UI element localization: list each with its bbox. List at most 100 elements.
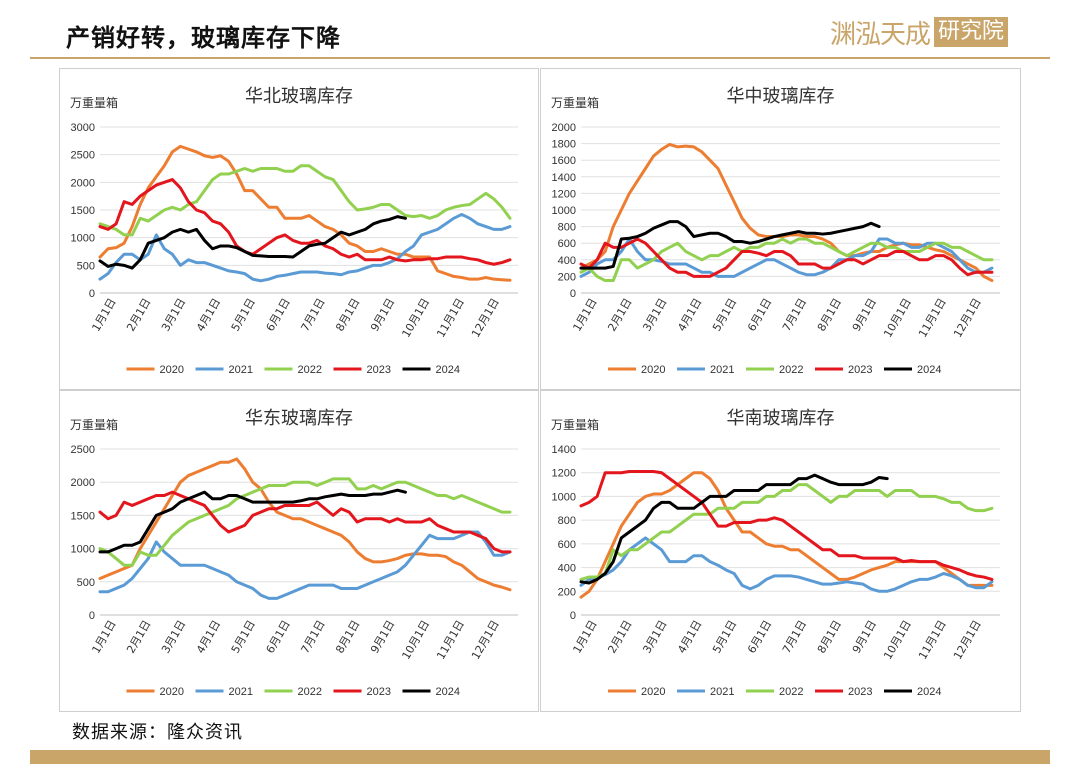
- data-source: 数据来源：隆众资讯: [72, 722, 243, 743]
- y-tick-label: 1200: [552, 188, 576, 200]
- y-tick-label: 1800: [552, 139, 576, 151]
- x-tick-label: 10月1日: [881, 618, 914, 662]
- x-tick-label: 2月1日: [605, 618, 634, 656]
- legend-label: 2023: [848, 686, 872, 698]
- legend-label: 2020: [160, 364, 184, 376]
- y-unit-label: 万重量箱: [70, 417, 118, 432]
- series-line-2023: [98, 490, 512, 554]
- series-line-2023: [579, 237, 994, 278]
- x-tick-label: 3月1日: [640, 618, 669, 656]
- y-tick-label: 600: [558, 238, 576, 250]
- y-tick-label: 600: [558, 539, 576, 551]
- y-tick-label: 1000: [71, 233, 95, 245]
- footer-bar: [30, 750, 1050, 764]
- header-rule: [30, 57, 1050, 59]
- legend-item-2022: 2022: [746, 686, 803, 698]
- x-tick-label: 8月1日: [333, 618, 362, 656]
- series-line-2022: [579, 483, 994, 581]
- chart-panel-south: 华南玻璃库存 万重量箱 0 200 400 600 800 1000 1200 1400 1月1日 2…: [540, 390, 1021, 712]
- x-tick-label: 12月1日: [469, 618, 502, 662]
- x-tick-label: 4月1日: [194, 618, 223, 656]
- y-tick-label: 1500: [71, 205, 95, 217]
- legend-item-2023: 2023: [333, 364, 391, 376]
- chart-north-svg: 华北玻璃库存 万重量箱 0 500 1000 1500 2000 2500 3000 1月1日 2月…: [70, 86, 518, 376]
- legend-label: 2023: [367, 686, 391, 698]
- series-line-2020: [98, 144, 512, 282]
- legend-label: 2022: [779, 686, 803, 698]
- x-tick-label: 2月1日: [605, 296, 634, 334]
- y-tick-label: 3000: [71, 122, 95, 134]
- x-tick-label: 8月1日: [815, 618, 844, 656]
- x-tick-label: 9月1日: [850, 296, 879, 334]
- legend-item-2024: 2024: [884, 686, 941, 698]
- legend-item-2020: 2020: [608, 364, 665, 376]
- logo-box: 研究院: [934, 17, 1009, 47]
- chart-panel-north: 华北玻璃库存 万重量箱 0 500 1000 1500 2000 2500 3000 1月1日 2月…: [59, 68, 539, 390]
- chart-central-svg: 华中玻璃库存 万重量箱 0 200 400 600 800 1000 1200 1400 1600 1…: [551, 86, 1000, 376]
- y-tick-label: 2000: [552, 122, 576, 134]
- legend-label: 2022: [298, 364, 322, 376]
- page-title: 产销好转，玻璃库存下降: [66, 23, 341, 52]
- legend-item-2022: 2022: [264, 364, 322, 376]
- y-tick-label: 200: [558, 586, 576, 598]
- company-logo: 渊泓天成 研究院: [830, 16, 1009, 50]
- legend-label: 2023: [848, 364, 872, 376]
- y-tick-label: 2500: [71, 150, 95, 162]
- series-line-2024: [98, 488, 407, 554]
- y-unit-label: 万重量箱: [551, 95, 599, 110]
- y-tick-label: 1200: [552, 468, 576, 480]
- chart-title: 华东玻璃库存: [245, 408, 353, 429]
- y-unit-label: 万重量箱: [70, 95, 118, 110]
- legend-label: 2020: [641, 686, 665, 698]
- y-tick-label: 1000: [552, 205, 576, 217]
- x-tick-label: 2月1日: [124, 618, 153, 656]
- legend-label: 2020: [641, 364, 665, 376]
- x-tick-label: 8月1日: [815, 296, 844, 334]
- x-tick-label: 6月1日: [264, 296, 293, 334]
- x-tick-label: 4月1日: [675, 296, 704, 334]
- x-tick-label: 12月1日: [951, 296, 984, 340]
- x-tick-label: 10月1日: [399, 618, 432, 662]
- chart-panel-central: 华中玻璃库存 万重量箱 0 200 400 600 800 1000 1200 1400 1600 1…: [540, 68, 1021, 390]
- y-tick-label: 2000: [71, 177, 95, 189]
- y-tick-label: 1600: [552, 155, 576, 167]
- legend-item-2022: 2022: [746, 364, 803, 376]
- x-tick-label: 9月1日: [368, 618, 397, 656]
- x-tick-label: 4月1日: [194, 296, 223, 334]
- x-tick-label: 5月1日: [229, 618, 258, 656]
- x-tick-label: 3月1日: [159, 296, 188, 334]
- chart-east-svg: 华东玻璃库存 万重量箱 0 500 1000 1500 2000 2500 1月1日 2月1日 3月…: [70, 408, 518, 698]
- logo-text: 渊泓天成: [830, 19, 931, 50]
- series-line-2021: [98, 530, 512, 600]
- x-tick-label: 7月1日: [780, 296, 809, 334]
- legend-item-2023: 2023: [815, 686, 872, 698]
- y-tick-label: 2000: [71, 477, 95, 489]
- series-line-2021: [98, 212, 512, 283]
- x-tick-label: 11月1日: [434, 296, 467, 340]
- legend-label: 2022: [779, 364, 803, 376]
- series-line-2022: [98, 164, 512, 237]
- x-tick-label: 2月1日: [124, 296, 153, 334]
- x-tick-label: 12月1日: [951, 618, 984, 662]
- x-tick-label: 1月1日: [570, 618, 599, 656]
- y-tick-label: 0: [89, 288, 95, 300]
- x-tick-label: 7月1日: [298, 296, 327, 334]
- legend-label: 2024: [917, 364, 941, 376]
- y-tick-label: 800: [558, 222, 576, 234]
- y-tick-label: 500: [77, 577, 95, 589]
- chart-title: 华中玻璃库存: [727, 86, 835, 107]
- series-line-2023: [98, 178, 512, 266]
- legend-item-2021: 2021: [677, 364, 734, 376]
- y-tick-label: 800: [558, 515, 576, 527]
- x-tick-label: 11月1日: [434, 618, 467, 662]
- x-tick-label: 11月1日: [916, 296, 949, 340]
- y-tick-label: 0: [89, 610, 95, 622]
- legend-item-2021: 2021: [677, 686, 734, 698]
- x-tick-label: 9月1日: [850, 618, 879, 656]
- legend-label: 2021: [229, 364, 253, 376]
- legend-item-2024: 2024: [402, 364, 460, 376]
- chart-panel-east: 华东玻璃库存 万重量箱 0 500 1000 1500 2000 2500 1月1日 2月1日 3月…: [59, 390, 539, 712]
- legend-item-2020: 2020: [126, 364, 184, 376]
- legend-item-2023: 2023: [333, 686, 391, 698]
